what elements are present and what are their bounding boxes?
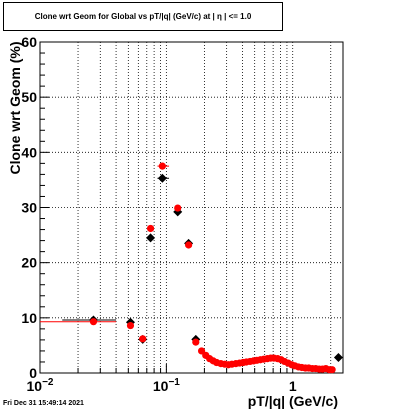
footer-timestamp: Fri Dec 31 15:49:14 2021: [3, 400, 84, 407]
data-point-red: [146, 224, 155, 233]
data-series: [40, 162, 343, 374]
y-tick-label: 40: [21, 144, 37, 160]
x-axis-label: pT/|q| (GeV/c): [248, 393, 338, 409]
y-tick-label: 10: [21, 310, 37, 326]
y-tick-label: 30: [21, 200, 37, 216]
x-tick-label: 1: [289, 378, 297, 394]
data-point-red: [192, 338, 200, 346]
chart-title-box: Clone wrt Geom for Global vs pT/|q| (GeV…: [3, 2, 283, 31]
x-tick-label: 10−1: [153, 377, 180, 394]
y-tick-label: 60: [21, 34, 37, 50]
data-point-red: [139, 335, 147, 343]
data-point-black: [157, 173, 167, 183]
grid-lines: [40, 42, 343, 373]
chart-title: Clone wrt Geom for Global vs pT/|q| (GeV…: [34, 12, 252, 21]
y-axis-label: Clone wrt Geom (%): [7, 41, 23, 174]
data-point-red: [185, 241, 193, 249]
data-point-red: [174, 204, 182, 212]
axis-ticks: [39, 41, 332, 374]
data-point-black: [146, 233, 156, 243]
data-point-red: [158, 162, 166, 170]
data-point-red: [126, 321, 135, 330]
data-point-black: [333, 353, 343, 363]
x-tick-label: 10−2: [27, 377, 54, 394]
y-tick-label: 0: [29, 365, 37, 381]
data-point-red: [328, 366, 336, 374]
data-point-red: [89, 318, 98, 326]
y-tick-label: 20: [21, 255, 37, 271]
tick-labels: 0 10 20 30 40 50 60 10−2 10−1 1: [21, 34, 296, 394]
y-tick-label: 50: [21, 89, 37, 105]
